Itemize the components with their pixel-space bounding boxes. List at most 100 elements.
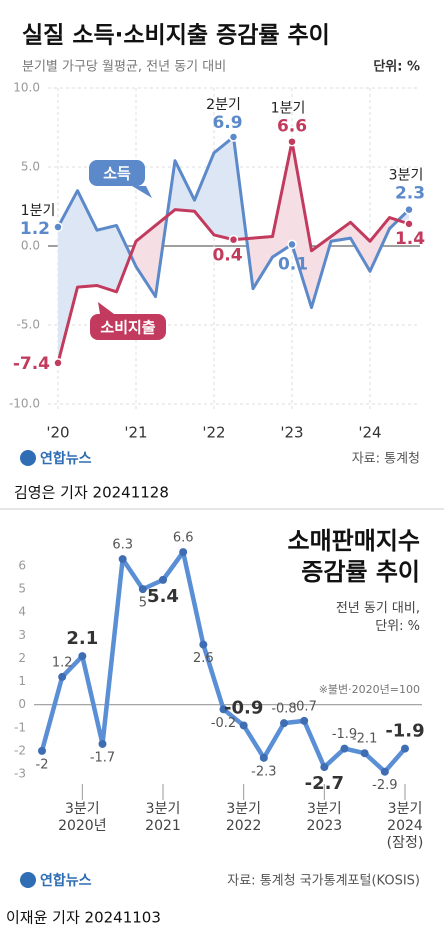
fill-between xyxy=(77,190,97,288)
legend-badge xyxy=(90,314,166,340)
point xyxy=(38,746,46,755)
x-tick-label: 3분기 2020년 xyxy=(58,801,107,834)
point xyxy=(287,239,297,250)
x-tick-label: 3분기 2024 (잠정) xyxy=(386,801,424,851)
point xyxy=(320,763,329,772)
logo-text: 연합뉴스 xyxy=(40,450,92,467)
fill-between xyxy=(136,225,156,297)
y-tick-label: 10.0 xyxy=(13,81,40,95)
source: 자료: 통계청 국가통계포털(KOSIS) xyxy=(227,874,420,889)
point xyxy=(360,749,369,758)
data-label: -2.3 xyxy=(251,764,276,779)
x-tick-label: '22 xyxy=(202,424,225,442)
data-label: 5.4 xyxy=(147,586,179,607)
byline: 이재윤 기자 20241103 xyxy=(6,909,161,927)
point xyxy=(53,358,63,368)
y-tick-label: 0 xyxy=(18,697,26,711)
data-label: 2.6 xyxy=(193,651,214,666)
annotation: 1분기 xyxy=(271,101,306,117)
data-label: -0.2 xyxy=(211,716,236,731)
point xyxy=(138,585,147,594)
data-label: -7.4 xyxy=(13,354,50,374)
x-tick-label: '24 xyxy=(358,424,381,442)
y-tick-label: 1 xyxy=(18,674,26,688)
y-tick-label: 5.0 xyxy=(21,160,40,174)
x-tick-label: '21 xyxy=(124,424,147,442)
data-label: 1.2 xyxy=(20,219,50,239)
y-tick-label: -5.0 xyxy=(17,318,40,332)
legend-label: 소득 xyxy=(103,165,131,183)
point xyxy=(58,672,67,681)
logo-icon xyxy=(20,450,36,466)
chart-title: 소매판매지수 증감률 추이 xyxy=(287,527,420,586)
annotation: 3분기 xyxy=(389,168,424,184)
y-tick-label: 6 xyxy=(18,559,26,573)
annotation: 2분기 xyxy=(206,97,241,113)
y-tick-label: -10.0 xyxy=(9,397,40,411)
data-label: -2.7 xyxy=(305,773,344,794)
y-tick-label: -1 xyxy=(14,720,26,734)
unit-label: 단위: % xyxy=(373,59,420,75)
point xyxy=(179,548,188,557)
point xyxy=(78,652,87,661)
logo-icon xyxy=(20,872,36,888)
data-label: -1.9 xyxy=(385,721,424,742)
legend-label: 소비지출 xyxy=(100,319,155,337)
separator xyxy=(0,508,444,510)
y-tick-label: 0.0 xyxy=(21,239,40,253)
point xyxy=(380,767,389,776)
data-label: 5 xyxy=(139,596,147,611)
point xyxy=(118,555,127,564)
fill-between xyxy=(292,141,312,308)
data-label: -0.9 xyxy=(224,697,263,718)
data-label: 2.1 xyxy=(66,628,98,649)
x-tick-label: 3분기 2023 xyxy=(306,801,343,834)
y-tick-label: 3 xyxy=(18,628,26,642)
y-tick-label: -3 xyxy=(14,767,26,781)
point xyxy=(228,132,239,142)
x-tick-label: '20 xyxy=(46,424,69,442)
point xyxy=(219,705,228,714)
data-label: 1.4 xyxy=(395,229,425,249)
y-tick-label: -2 xyxy=(14,743,26,757)
point xyxy=(53,222,63,232)
data-label: -2 xyxy=(36,757,49,772)
annotation: 1분기 xyxy=(21,203,56,219)
legend-pointer xyxy=(98,302,114,314)
data-label: 0.1 xyxy=(278,254,308,274)
data-label: 6.6 xyxy=(277,117,307,137)
data-label: -0.8 xyxy=(271,702,296,717)
plot: -10.0 -5.0 0.0 5.0 10.0 '20 '21 '22 '23 '24 1.2 6.9… xyxy=(9,81,425,442)
logo: 연합뉴스 xyxy=(20,450,92,467)
data-label: 6.9 xyxy=(212,113,242,133)
data-label: -2.1 xyxy=(352,732,377,747)
logo: 연합뉴스 xyxy=(20,872,92,889)
x-tick-label: 3분기 2022 xyxy=(225,801,262,834)
fill-between xyxy=(350,222,370,272)
y-tick-label: 4 xyxy=(18,605,26,619)
point xyxy=(287,136,297,147)
data-label: -2.9 xyxy=(372,778,397,793)
note: ※불변·2020년=100 xyxy=(319,683,420,696)
point xyxy=(404,219,414,229)
legend-badge xyxy=(89,160,145,186)
data-label: -1.9 xyxy=(332,727,357,742)
point xyxy=(300,716,309,725)
fill-between xyxy=(253,236,273,289)
point xyxy=(199,640,208,649)
data-label: -0.7 xyxy=(291,699,316,714)
byline: 김영은 기자 20241128 xyxy=(14,484,169,502)
point xyxy=(259,753,268,762)
fill-between xyxy=(194,152,214,235)
x-tick-label: 3분기 2021 xyxy=(145,801,181,834)
point xyxy=(280,719,288,728)
data-label: 1.2 xyxy=(52,655,73,670)
source: 자료: 통계청 xyxy=(352,452,420,467)
chart-title: 실질 소득·소비지출 증감률 추이 xyxy=(22,23,330,49)
fill-between xyxy=(214,136,234,240)
data-label: 6.6 xyxy=(173,531,194,546)
point xyxy=(159,575,167,584)
point xyxy=(228,234,239,245)
